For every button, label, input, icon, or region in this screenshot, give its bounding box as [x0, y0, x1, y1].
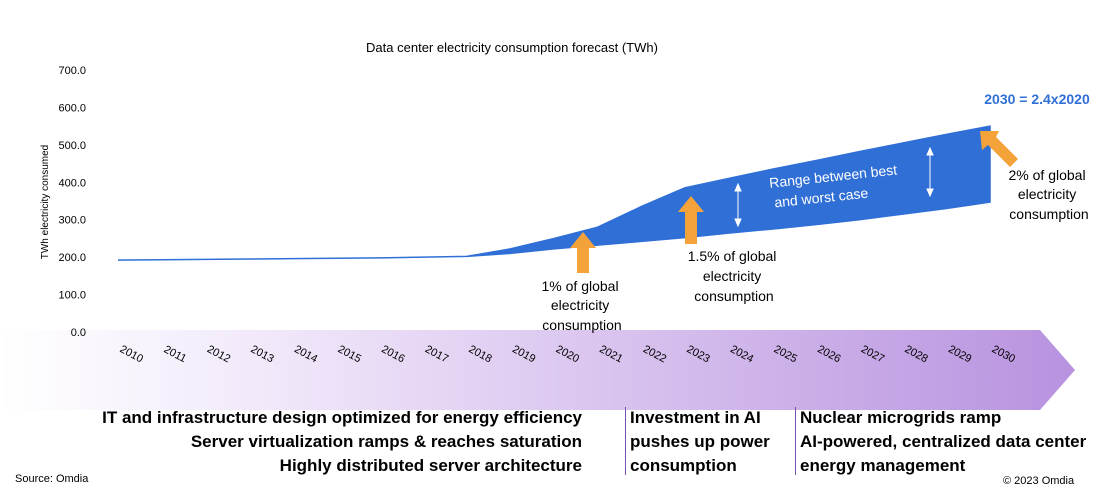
bottom-right-text: Nuclear microgrids ramp AI-powered, cent…	[800, 406, 1086, 478]
arrow-2023-icon	[678, 196, 704, 244]
arrow-2020-icon	[570, 232, 596, 273]
y-tick-label: 600.0	[58, 102, 86, 114]
timeline-banner	[0, 330, 1075, 410]
bottom-right-line: AI-powered, centralized data center	[800, 432, 1087, 451]
ratio-label: 2030 = 2.4x2020	[984, 91, 1090, 107]
y-tick-label: 0.0	[71, 327, 86, 339]
arrow-2030-icon	[980, 131, 1018, 167]
y-tick-label: 100.0	[58, 290, 86, 302]
divider-right	[795, 407, 796, 475]
annotation-2020: 1% of global electricity consumption	[542, 278, 623, 333]
forecast-range-area	[117, 125, 991, 261]
bottom-middle-text: Investment in AI pushes up power consump…	[630, 406, 770, 478]
y-tick-label: 400.0	[58, 177, 86, 189]
bottom-middle-line: pushes up power	[630, 432, 770, 451]
annotation-2030: 2% of global electricity consumption	[1009, 167, 1090, 222]
chart-title: Data center electricity consumption fore…	[366, 40, 658, 55]
bottom-middle-line: consumption	[630, 456, 737, 475]
bottom-left-line: Server virtualization ramps & reaches sa…	[190, 432, 582, 451]
bottom-middle-line: Investment in AI	[630, 408, 761, 427]
bottom-right-line: Nuclear microgrids ramp	[800, 408, 1002, 427]
range-marker-2027	[926, 146, 934, 198]
range-marker-2024	[734, 182, 742, 228]
y-axis: 0.0 100.0 200.0 300.0 400.0 500.0 600.0 700.0	[58, 65, 86, 339]
bottom-left-line: IT and infrastructure design optimized f…	[102, 408, 582, 427]
source-note: Source: Omdia	[15, 473, 89, 485]
bottom-right-line: energy management	[800, 456, 966, 475]
y-tick-label: 500.0	[58, 140, 86, 152]
y-tick-label: 200.0	[58, 252, 86, 264]
divider-left	[625, 407, 626, 475]
bottom-left-text: IT and infrastructure design optimized f…	[102, 406, 582, 478]
bottom-left-line: Highly distributed server architecture	[279, 456, 582, 475]
y-axis-label: TWh electricity consumed	[40, 145, 51, 259]
copyright-note: © 2023 Omdia	[1003, 475, 1075, 487]
y-tick-label: 300.0	[58, 215, 86, 227]
y-tick-label: 700.0	[58, 65, 86, 77]
annotation-2023: 1.5% of global electricity consumption	[688, 248, 781, 304]
